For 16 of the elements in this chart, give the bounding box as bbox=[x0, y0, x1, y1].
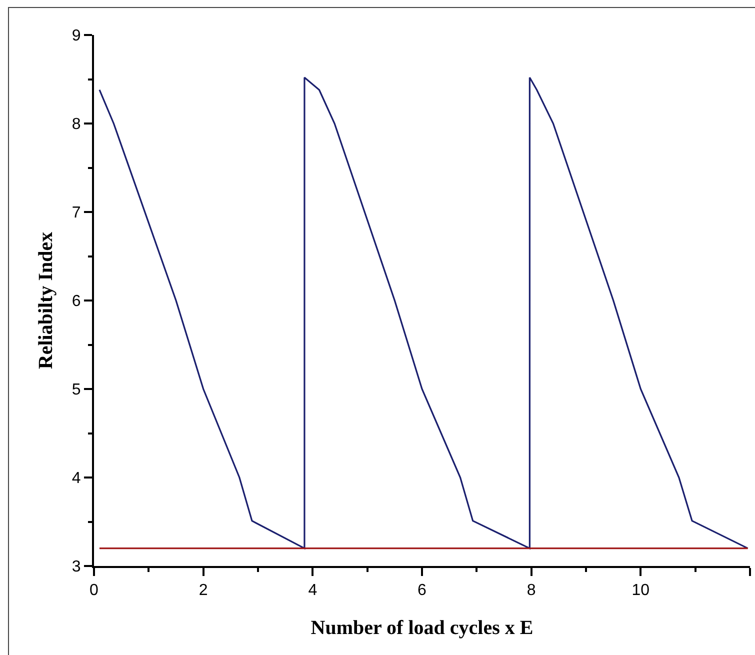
line-series bbox=[98, 76, 749, 550]
y-tick-label: 3 bbox=[72, 558, 81, 576]
y-tick-label: 6 bbox=[72, 293, 81, 310]
y-tick-label: 7 bbox=[72, 204, 81, 222]
y-tick-label: 4 bbox=[72, 470, 81, 488]
y-axis-title: Reliabilty Index bbox=[34, 232, 57, 370]
y-tick-label: 5 bbox=[72, 382, 81, 399]
x-tick-label: 4 bbox=[308, 582, 318, 600]
y-tick-label: 8 bbox=[72, 116, 81, 134]
x-tick-label: 2 bbox=[198, 582, 208, 600]
x-tick-label: 8 bbox=[526, 582, 536, 600]
x-tick-label: 6 bbox=[418, 582, 427, 600]
x-tick-label: 10 bbox=[632, 582, 650, 600]
x-tick-label: 0 bbox=[90, 582, 99, 600]
x-axis-title: Number of load cycles x E bbox=[310, 617, 534, 640]
y-tick-label: 9 bbox=[72, 28, 81, 45]
